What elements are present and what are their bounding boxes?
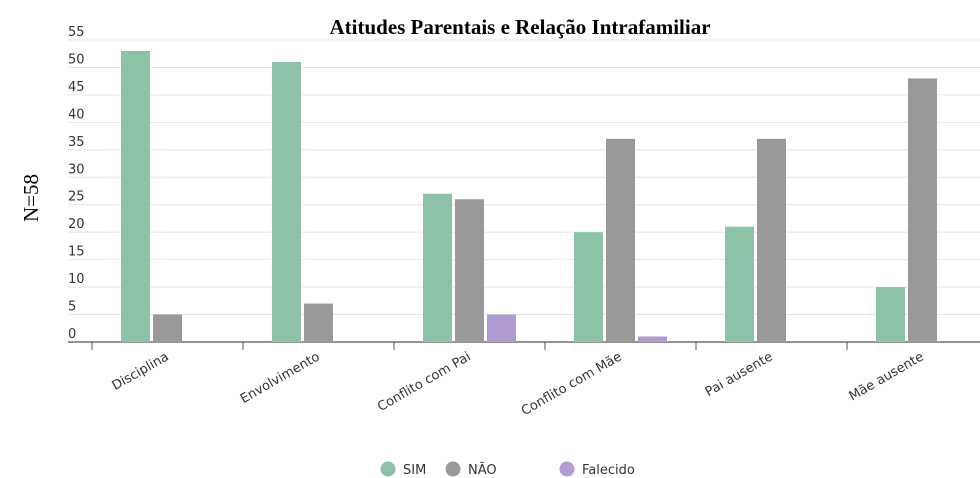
bar-não [455, 199, 484, 342]
bar-sim [574, 232, 603, 342]
bar-falecido [638, 336, 667, 342]
y-tick-label: 25 [68, 190, 85, 205]
bar-não [757, 138, 786, 342]
bar-sim [423, 193, 452, 342]
y-tick-label: 20 [68, 217, 85, 232]
y-tick-label: 30 [68, 162, 85, 177]
legend: SIM NÃO Falecido [380, 461, 635, 478]
legend-label: Falecido [582, 463, 635, 478]
x-category-label: Disciplina [110, 349, 172, 393]
y-axis-ticks: 0 5 10 15 20 25 30 35 40 45 50 55 [68, 25, 85, 342]
legend-label: SIM [403, 463, 426, 478]
y-tick-label: 50 [68, 52, 85, 67]
bar-não [908, 78, 937, 342]
y-tick-label: 40 [68, 107, 85, 122]
legend-swatch-falecido [559, 461, 575, 477]
y-tick-label: 45 [68, 80, 85, 95]
gridlines [68, 39, 980, 343]
x-category-label: Conflito com Mãe [519, 349, 625, 419]
legend-swatch-sim [380, 461, 396, 477]
y-tick-label: 35 [68, 135, 85, 150]
y-tick-label: 0 [68, 327, 76, 342]
y-tick-label: 10 [68, 272, 85, 287]
x-category-label: Envolvimento [238, 349, 323, 406]
x-axis: Disciplina Envolvimento Conflito com Pai Co… [91, 342, 927, 419]
bars [121, 50, 937, 343]
chart-title: Atitudes Parentais e Relação Intrafamili… [329, 15, 710, 39]
legend-swatch-não [445, 461, 461, 477]
y-tick-label: 15 [68, 245, 85, 260]
bar-sim [121, 50, 150, 343]
x-category-label: Conflito com Pai [375, 349, 473, 414]
bar-não [153, 314, 182, 342]
bar-não [304, 303, 333, 342]
legend-label: NÃO [468, 462, 497, 478]
sample-size-label: N=58 [19, 174, 43, 222]
x-category-label: Pai ausente [703, 349, 776, 400]
x-category-label: Mãe ausente [847, 349, 927, 404]
bar-não [606, 138, 635, 342]
y-tick-label: 5 [68, 300, 76, 315]
bar-falecido [487, 314, 516, 342]
bar-sim [876, 287, 905, 342]
y-tick-label: 55 [68, 25, 85, 40]
bar-sim [725, 226, 754, 342]
bar-sim [272, 61, 301, 343]
